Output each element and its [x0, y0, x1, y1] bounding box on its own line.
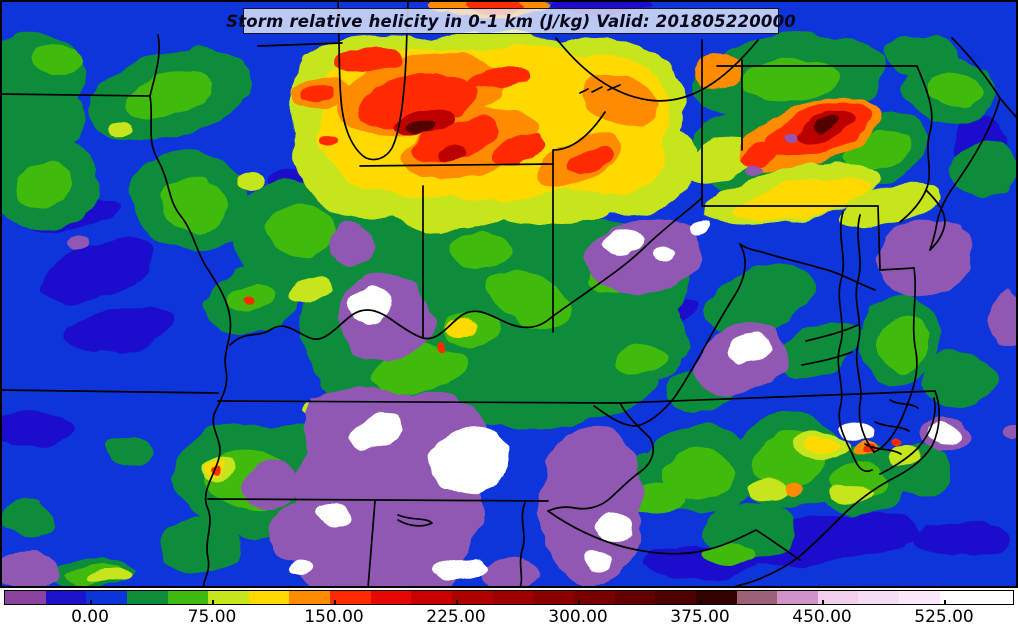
colorbar-segment [736, 591, 778, 604]
colorbar-segment [858, 591, 900, 604]
colorbar-tick-label: 0.00 [71, 607, 109, 627]
colorbar-tick-label: 150.00 [304, 607, 364, 627]
colorbar-segment [939, 591, 1013, 604]
colorbar-segment [411, 591, 453, 604]
colorbar-segment [573, 591, 615, 604]
colorbar-segment [492, 591, 534, 604]
colorbar-segment [777, 591, 818, 604]
map-title-box: Storm relative helicity in 0-1 km (J/kg)… [226, 8, 796, 34]
delaware-river-nj-border [899, 65, 933, 223]
lake-erie-shore [555, 37, 759, 102]
colorbar-segment [86, 591, 127, 604]
colorbar-segment [248, 591, 290, 604]
colorbar-segment [289, 591, 331, 604]
map-frame [0, 0, 1018, 588]
wisconsin-illinois-border [257, 42, 343, 47]
alabama-georgia-border [519, 502, 526, 588]
colorbar-segment [614, 591, 656, 604]
colorbar-segment [126, 591, 168, 604]
tennessee-northcarolina-border [547, 402, 655, 512]
michigan-border [359, 111, 606, 167]
colorbar-segment [452, 591, 493, 604]
map-area: Storm relative helicity in 0-1 km (J/kg)… [0, 0, 1018, 588]
helicity-map [0, 0, 1018, 588]
newyork-area-lines [951, 37, 1018, 119]
state-boundaries [0, 0, 1018, 588]
colorbar-tick-label: 75.00 [187, 607, 237, 627]
colorbar-segment [817, 591, 859, 604]
virginia-rivers [801, 324, 859, 366]
missouri-arkansas-border [0, 389, 219, 394]
tennessee-south-border [207, 498, 549, 502]
colorbar-tick-label: 225.00 [426, 607, 486, 627]
contour-field [0, 0, 1018, 588]
potomac-river [739, 243, 876, 291]
delaware-bay [925, 189, 946, 251]
contour-green [15, 45, 983, 585]
lake-erie-islands [579, 84, 621, 94]
ohio-river [229, 197, 703, 346]
colorbar-tick-label: 450.00 [792, 607, 852, 627]
colorbar-segment [5, 591, 46, 604]
wv-va-ky-border [593, 243, 747, 427]
colorbar-segment [208, 591, 249, 604]
pamlico-sound-lines [864, 399, 919, 455]
colorbar-segment [695, 591, 737, 604]
northcarolina-southcarolina-border [547, 510, 801, 561]
colorbar-tick-label: 525.00 [914, 607, 974, 627]
colorbar-segment [45, 591, 87, 604]
colorbar-segment [899, 591, 940, 604]
contour-offscale-white [290, 223, 960, 582]
colorbar-tick-label: 375.00 [670, 607, 730, 627]
mississippi-alabama-border [367, 500, 376, 588]
outer-banks [879, 397, 936, 475]
atlantic-coast-nc-sc [727, 390, 940, 588]
contour-purple [0, 133, 1018, 588]
colorbar-segment [655, 591, 696, 604]
tennessee-river-alabama [397, 514, 433, 527]
colorbar [4, 590, 1014, 605]
colorbar-tick-label: 300.00 [548, 607, 608, 627]
mississippi-river [149, 34, 232, 588]
iowa-missouri-border [0, 93, 151, 97]
new-jersey-coast [929, 97, 1001, 251]
colorbar-segment [330, 591, 371, 604]
colorbar-segment [533, 591, 574, 604]
colorbar-segment [167, 591, 209, 604]
delaware-borders [877, 205, 915, 271]
chesapeake-bay-west-shore [837, 211, 873, 473]
chesapeake-bay-east-shore [855, 214, 875, 453]
lake-michigan-shore [337, 0, 409, 161]
contour-darkred [395, 108, 854, 162]
delmarva-atlantic-coast [873, 267, 918, 453]
map-title: Storm relative helicity in 0-1 km (J/kg)… [226, 11, 796, 31]
colorbar-segment [370, 591, 412, 604]
